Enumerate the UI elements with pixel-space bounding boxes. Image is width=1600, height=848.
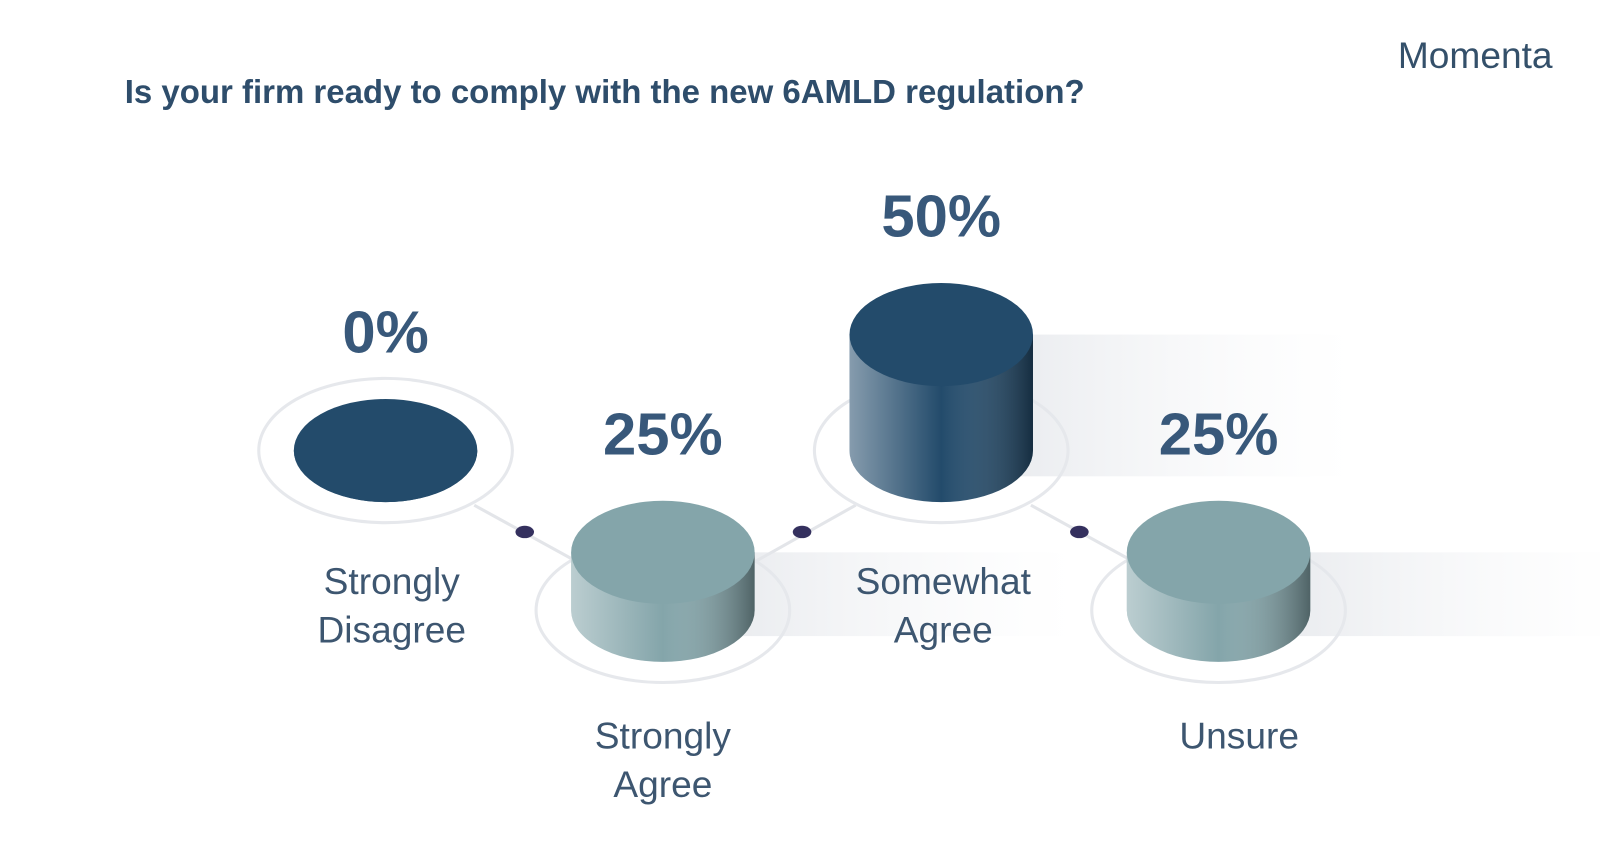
- value-label: 0%: [342, 299, 428, 366]
- value-label: 25%: [603, 400, 723, 467]
- cylinder: 25% Strongly Agree: [534, 400, 1076, 806]
- base-ring: [257, 376, 514, 525]
- cylinder-top: [1126, 500, 1311, 604]
- cylinder: 0% Strongly Disagree: [257, 299, 514, 651]
- cylinder-top: [849, 283, 1033, 387]
- category-label: Strongly Disagree: [317, 559, 467, 651]
- category-label: Strongly Agree: [594, 714, 731, 806]
- category-label-box: Somewhat Agree: [855, 559, 1031, 651]
- brand-logo: Momenta: [1398, 34, 1553, 76]
- cylinder: 25% Unsure: [1090, 400, 1600, 757]
- cylinder-top: [293, 399, 478, 503]
- cylinder: 50% Somewhat Agree: [812, 183, 1354, 651]
- category-label: Unsure: [1179, 714, 1300, 757]
- category-label-box: Strongly Disagree: [317, 559, 467, 651]
- cylinder-top: [571, 500, 755, 604]
- category-label-box: Unsure: [1179, 714, 1300, 757]
- category-label-box: Strongly Agree: [594, 714, 731, 806]
- chart-title: Is your firm ready to comply with the ne…: [125, 73, 1085, 110]
- value-label: 25%: [1159, 400, 1279, 467]
- value-label: 50%: [881, 183, 1001, 250]
- category-label: Somewhat Agree: [855, 559, 1031, 651]
